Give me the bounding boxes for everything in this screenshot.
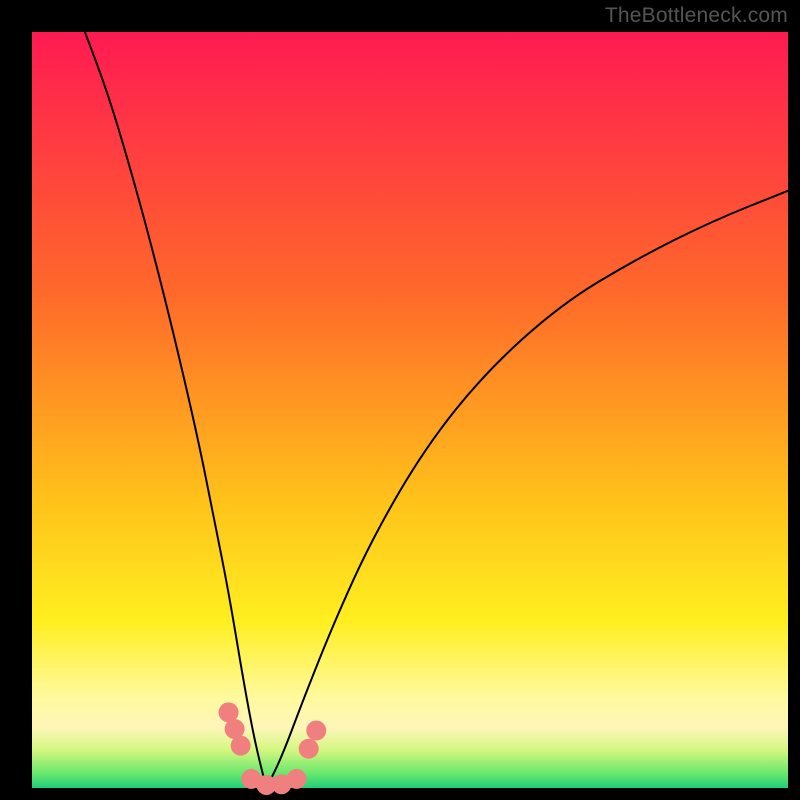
curve-marker-group [219, 702, 327, 795]
curve-marker [231, 736, 251, 756]
curve-right-branch [266, 191, 788, 788]
curve-marker [299, 739, 319, 759]
chart-plot-area [32, 32, 788, 788]
watermark-text: TheBottleneck.com [605, 4, 788, 28]
curve-marker [287, 769, 307, 789]
curve-left-branch [85, 32, 266, 788]
bottleneck-curve-svg [32, 32, 788, 788]
curve-marker [306, 721, 326, 741]
